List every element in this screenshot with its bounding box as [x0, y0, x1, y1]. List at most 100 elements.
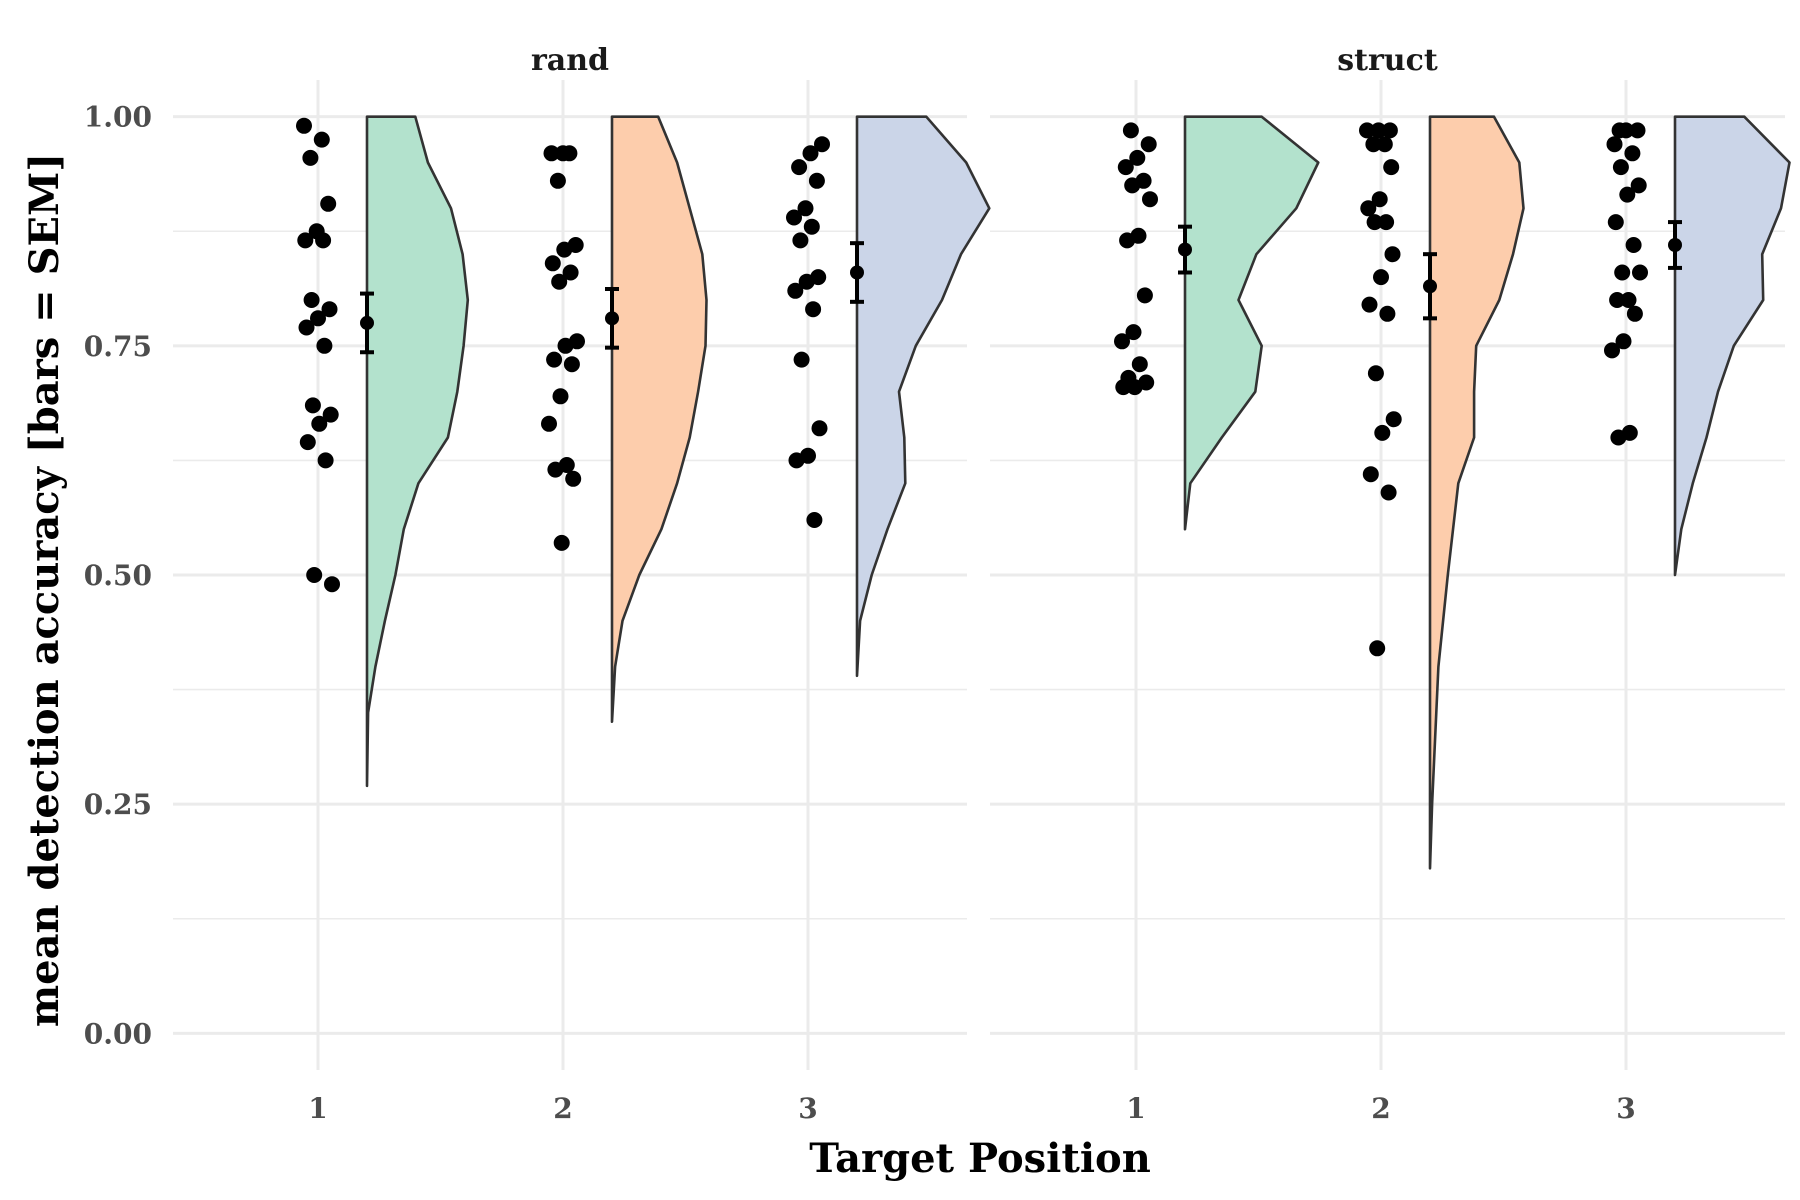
- data-point: [303, 292, 320, 308]
- data-point: [1619, 186, 1636, 203]
- data-point: [792, 232, 809, 249]
- data-point: [793, 351, 810, 368]
- violin-cloud: [855, 115, 991, 678]
- data-point: [315, 232, 332, 249]
- data-point: [321, 301, 338, 318]
- data-point: [543, 145, 560, 162]
- mean-point: [1423, 279, 1437, 294]
- data-point: [1142, 191, 1158, 208]
- data-point: [803, 218, 820, 235]
- data-point: [1136, 287, 1153, 304]
- data-point: [1606, 136, 1623, 153]
- data-point: [808, 172, 825, 189]
- data-point: [814, 136, 830, 153]
- marks-layer: [296, 115, 1791, 870]
- mean-point: [1668, 238, 1682, 252]
- data-point: [310, 310, 326, 327]
- violin-cloud: [1673, 115, 1791, 577]
- data-point: [562, 264, 579, 281]
- data-point: [786, 209, 802, 226]
- data-point: [299, 434, 316, 451]
- x-tick-label: 2: [1371, 1092, 1390, 1125]
- x-tick-label: 3: [798, 1092, 817, 1125]
- data-point: [1379, 305, 1396, 322]
- data-point: [811, 420, 828, 437]
- data-point: [552, 388, 569, 405]
- data-point: [553, 534, 570, 551]
- data-point: [1371, 191, 1388, 208]
- data-point: [1373, 269, 1389, 286]
- x-tick-label: 2: [553, 1092, 572, 1125]
- data-point: [322, 406, 339, 423]
- data-point: [565, 470, 582, 487]
- data-point: [1626, 305, 1643, 322]
- data-point: [547, 461, 564, 478]
- data-point: [805, 301, 822, 318]
- data-point: [324, 576, 340, 593]
- panel-strip-label: struct: [1337, 43, 1438, 78]
- data-point: [1117, 159, 1134, 176]
- violin-cloud: [1428, 115, 1525, 870]
- data-point: [1131, 356, 1148, 373]
- data-point: [311, 415, 328, 432]
- data-point: [1614, 264, 1631, 281]
- data-point: [1629, 122, 1646, 139]
- data-point: [1615, 333, 1632, 350]
- y-tick-label: 0.25: [84, 788, 152, 821]
- data-point: [298, 319, 315, 336]
- data-point: [1125, 324, 1142, 341]
- data-point: [302, 149, 319, 166]
- data-point: [541, 415, 557, 432]
- data-point: [1612, 159, 1629, 176]
- data-point: [1604, 342, 1620, 359]
- data-point: [1374, 424, 1391, 441]
- data-point: [806, 512, 823, 528]
- data-point: [791, 159, 808, 176]
- data-point: [1632, 264, 1648, 281]
- data-point: [1122, 122, 1139, 139]
- data-point: [556, 241, 573, 258]
- data-point: [1365, 136, 1382, 153]
- data-point: [1381, 122, 1398, 139]
- violin-cloud: [365, 115, 470, 788]
- data-point: [1115, 379, 1132, 396]
- data-point: [320, 195, 337, 212]
- mean-point: [850, 265, 864, 280]
- violin-cloud: [1183, 115, 1320, 531]
- data-point: [549, 172, 566, 189]
- data-point: [1370, 122, 1387, 139]
- data-point: [1129, 149, 1146, 166]
- data-point: [1366, 214, 1383, 231]
- mean-point: [1178, 242, 1192, 257]
- data-point: [297, 232, 314, 249]
- data-point: [306, 567, 323, 583]
- data-point: [787, 282, 804, 299]
- y-axis-title: mean detection accuracy [bars = SEM]: [21, 153, 68, 1027]
- y-tick-label: 0.00: [84, 1017, 152, 1050]
- data-point: [1385, 411, 1402, 428]
- data-point: [1609, 292, 1626, 308]
- x-tick-label: 1: [1126, 1092, 1145, 1125]
- data-point: [561, 145, 578, 162]
- data-point: [1630, 177, 1647, 194]
- data-point: [797, 200, 814, 217]
- x-tick-label: 3: [1616, 1092, 1635, 1125]
- y-tick-label: 0.50: [84, 559, 152, 592]
- data-point: [1140, 136, 1157, 153]
- labels-layer: Target Position mean detection accuracy …: [21, 43, 1636, 1182]
- data-point: [563, 356, 580, 373]
- x-axis-title: Target Position: [809, 1135, 1151, 1182]
- data-point: [317, 452, 334, 469]
- mean-point: [605, 311, 619, 326]
- y-tick-label: 1.00: [84, 101, 152, 134]
- data-point: [1367, 365, 1384, 382]
- data-point: [1625, 237, 1642, 253]
- violin-cloud: [610, 115, 708, 723]
- data-point: [1378, 214, 1395, 231]
- data-point: [557, 337, 574, 354]
- data-point: [788, 452, 805, 469]
- data-point: [1380, 484, 1397, 501]
- data-point: [1126, 379, 1143, 396]
- data-point: [1362, 466, 1379, 483]
